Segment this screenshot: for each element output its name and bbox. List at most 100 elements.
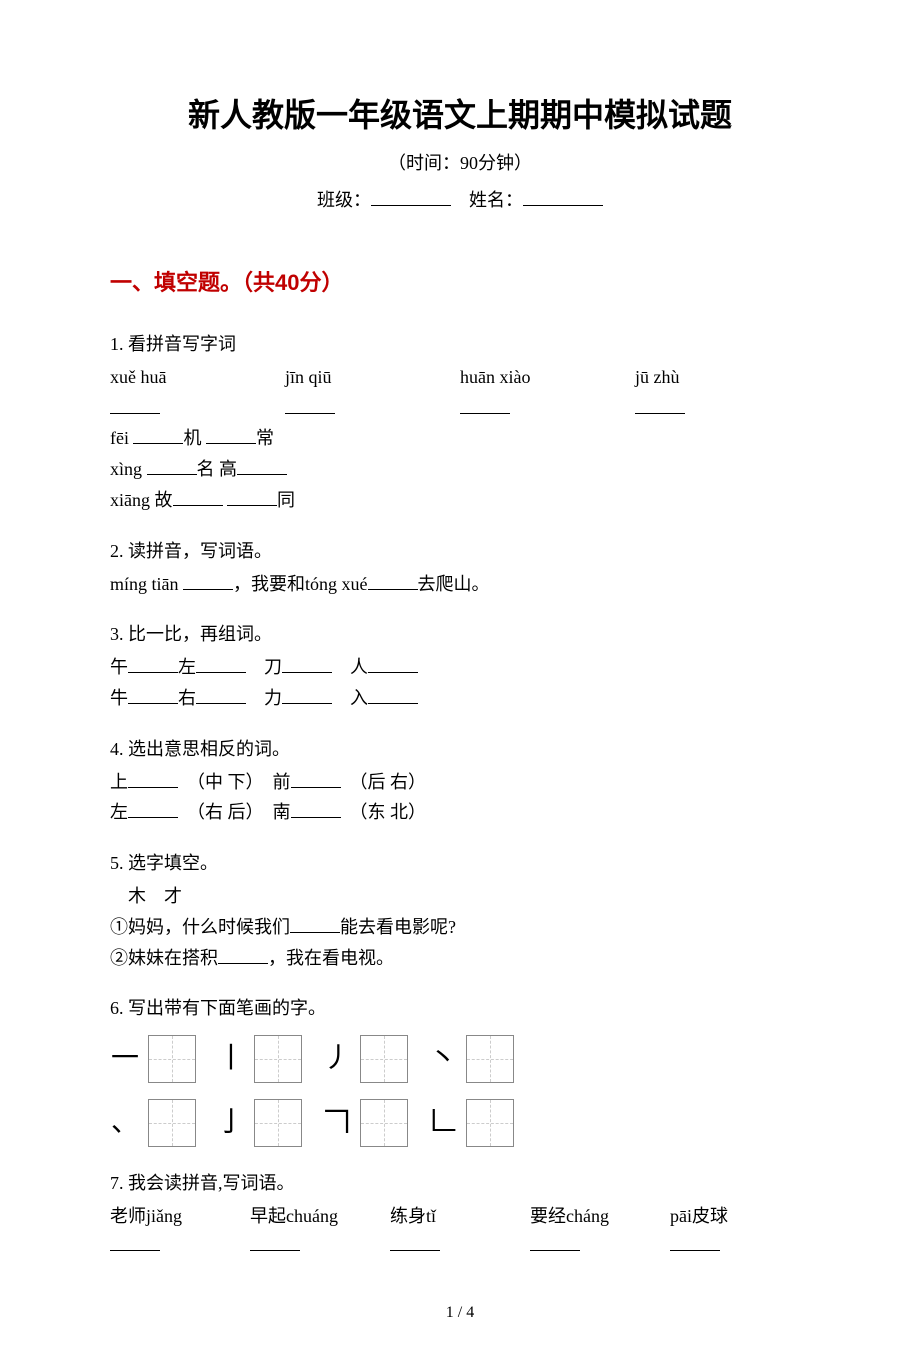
q1-line4-a: xiāng 故 [110, 490, 173, 510]
q4-label: 4. 选出意思相反的词。 [110, 735, 810, 764]
q6-box-4[interactable] [466, 1035, 514, 1083]
q6-box-6[interactable] [254, 1099, 302, 1147]
q1-line3-blank1[interactable] [147, 455, 197, 475]
q2-text-c: 去爬山。 [418, 574, 490, 594]
q4-r2-b: （右 后） [196, 802, 255, 822]
page-number: 1 / 4 [110, 1300, 810, 1326]
q7-item-1: 老师jiǎng [110, 1202, 250, 1231]
q4-r1-d: （后 右） [359, 772, 427, 792]
q4-row1: 上 （中 下） 前 （后 右） [110, 768, 810, 797]
q7-blank-4[interactable] [530, 1231, 580, 1251]
q4-blank-1a[interactable] [128, 768, 178, 788]
class-label: 班级： [317, 190, 371, 210]
q7-item-2: 早起chuáng [250, 1202, 390, 1231]
class-blank[interactable] [371, 186, 451, 206]
q5-l1-a: ①妈妈，什么时候我们 [110, 917, 290, 937]
q1-pinyin-1: xuě huā [110, 363, 285, 392]
q5-l2-a: ②妹妹在搭积 [110, 948, 218, 968]
q1-line3: xìng 名 高 [110, 455, 810, 484]
q3-blank-1b[interactable] [196, 653, 246, 673]
q1-line3-b: 名 高 [197, 459, 238, 479]
q3-r2-a: 牛 [110, 688, 128, 708]
q4-r1-a: 上 [110, 772, 128, 792]
q1-line2-c: 常 [256, 428, 274, 448]
q6-row1: 一 丨 丿 丶 [110, 1035, 810, 1083]
q3-blank-2c[interactable] [282, 684, 332, 704]
q3-r1-c: 刀 [264, 657, 282, 677]
name-blank[interactable] [523, 186, 603, 206]
q7-blank-5[interactable] [670, 1231, 720, 1251]
q6-box-7[interactable] [360, 1099, 408, 1147]
question-3: 3. 比一比，再组词。 午左 刀 人 牛右 力 入 [110, 620, 810, 712]
q5-blank-2[interactable] [218, 944, 268, 964]
q5-blank-1[interactable] [290, 913, 340, 933]
q2-blank1[interactable] [183, 570, 233, 590]
question-6: 6. 写出带有下面笔画的字。 一 丨 丿 丶 、 亅 𠃍 𠃊 [110, 994, 810, 1147]
question-4: 4. 选出意思相反的词。 上 （中 下） 前 （后 右） 左 （右 后） 南 （… [110, 735, 810, 827]
q4-r2-a: 左 [110, 802, 128, 822]
q1-blank-row [110, 394, 810, 423]
q1-line2-blank1[interactable] [133, 424, 183, 444]
q3-blank-1a[interactable] [128, 653, 178, 673]
q1-pinyin-4: jū zhù [635, 363, 810, 392]
q1-line3-blank2[interactable] [237, 455, 287, 475]
q3-r2-c: 力 [264, 688, 282, 708]
q2-blank2[interactable] [368, 570, 418, 590]
q1-line4: xiāng 故 同 [110, 486, 810, 515]
q3-blank-1c[interactable] [282, 653, 332, 673]
q1-line4-b: 同 [277, 490, 295, 510]
page-title: 新人教版一年级语文上期期中模拟试题 [110, 90, 810, 141]
q3-blank-2d[interactable] [368, 684, 418, 704]
q3-r2-b: 右 [178, 688, 196, 708]
q3-blank-1d[interactable] [368, 653, 418, 673]
q3-blank-2b[interactable] [196, 684, 246, 704]
q3-blank-2a[interactable] [128, 684, 178, 704]
q3-r2-d: 入 [350, 688, 368, 708]
q3-row1: 午左 刀 人 [110, 653, 810, 682]
q5-label: 5. 选字填空。 [110, 849, 810, 878]
q6-stroke-1: 一 [110, 1037, 140, 1082]
q1-blank-1[interactable] [110, 394, 160, 414]
q1-line2-blank2[interactable] [206, 424, 256, 444]
q6-box-2[interactable] [254, 1035, 302, 1083]
q6-label: 6. 写出带有下面笔画的字。 [110, 994, 810, 1023]
q6-box-8[interactable] [466, 1099, 514, 1147]
q4-blank-2a[interactable] [128, 798, 178, 818]
q4-row2: 左 （右 后） 南 （东 北） [110, 798, 810, 827]
question-7: 7. 我会读拼音,写词语。 老师jiǎng 早起chuáng 练身tǐ 要经ch… [110, 1169, 810, 1259]
q5-l2-b: ，我在看电视。 [268, 948, 394, 968]
q1-blank-3[interactable] [460, 394, 510, 414]
q6-stroke-5: 、 [110, 1101, 140, 1146]
q3-label: 3. 比一比，再组词。 [110, 620, 810, 649]
q5-l1-b: 能去看电影呢? [340, 917, 456, 937]
q7-blank-3[interactable] [390, 1231, 440, 1251]
question-5: 5. 选字填空。 木 才 ①妈妈，什么时候我们 能去看电影呢? ②妹妹在搭积 ，我在… [110, 849, 810, 972]
question-1: 1. 看拼音写字词 xuě huā jīn qiū huān xiào jū z… [110, 330, 810, 515]
q6-box-5[interactable] [148, 1099, 196, 1147]
q1-line2-b: 机 [183, 428, 201, 448]
q6-stroke-2: 丨 [216, 1037, 246, 1082]
q4-blank-1c[interactable] [291, 768, 341, 788]
q1-line4-blank1[interactable] [173, 486, 223, 506]
q1-line2-a: fēi [110, 428, 129, 448]
q4-r1-c: 前 [273, 772, 291, 792]
q6-stroke-7: 𠃍 [322, 1101, 352, 1146]
q3-r1-a: 午 [110, 657, 128, 677]
q4-r2-d: （东 北） [359, 802, 427, 822]
q7-item-4: 要经cháng [530, 1202, 670, 1231]
q4-blank-2c[interactable] [291, 798, 341, 818]
q6-stroke-8: 𠃊 [428, 1101, 458, 1146]
q7-label: 7. 我会读拼音,写词语。 [110, 1169, 810, 1198]
q7-blank-2[interactable] [250, 1231, 300, 1251]
q1-blank-4[interactable] [635, 394, 685, 414]
q4-r1-b: （中 下） [196, 772, 255, 792]
q5-options: 木 才 [110, 882, 810, 911]
q1-line4-blank2[interactable] [227, 486, 277, 506]
q6-box-1[interactable] [148, 1035, 196, 1083]
q2-text-a: míng tiān [110, 574, 179, 594]
q1-blank-2[interactable] [285, 394, 335, 414]
q7-blank-1[interactable] [110, 1231, 160, 1251]
q6-box-3[interactable] [360, 1035, 408, 1083]
q2-text-b: ，我要和tóng xué [233, 574, 368, 594]
q3-r1-b: 左 [178, 657, 196, 677]
